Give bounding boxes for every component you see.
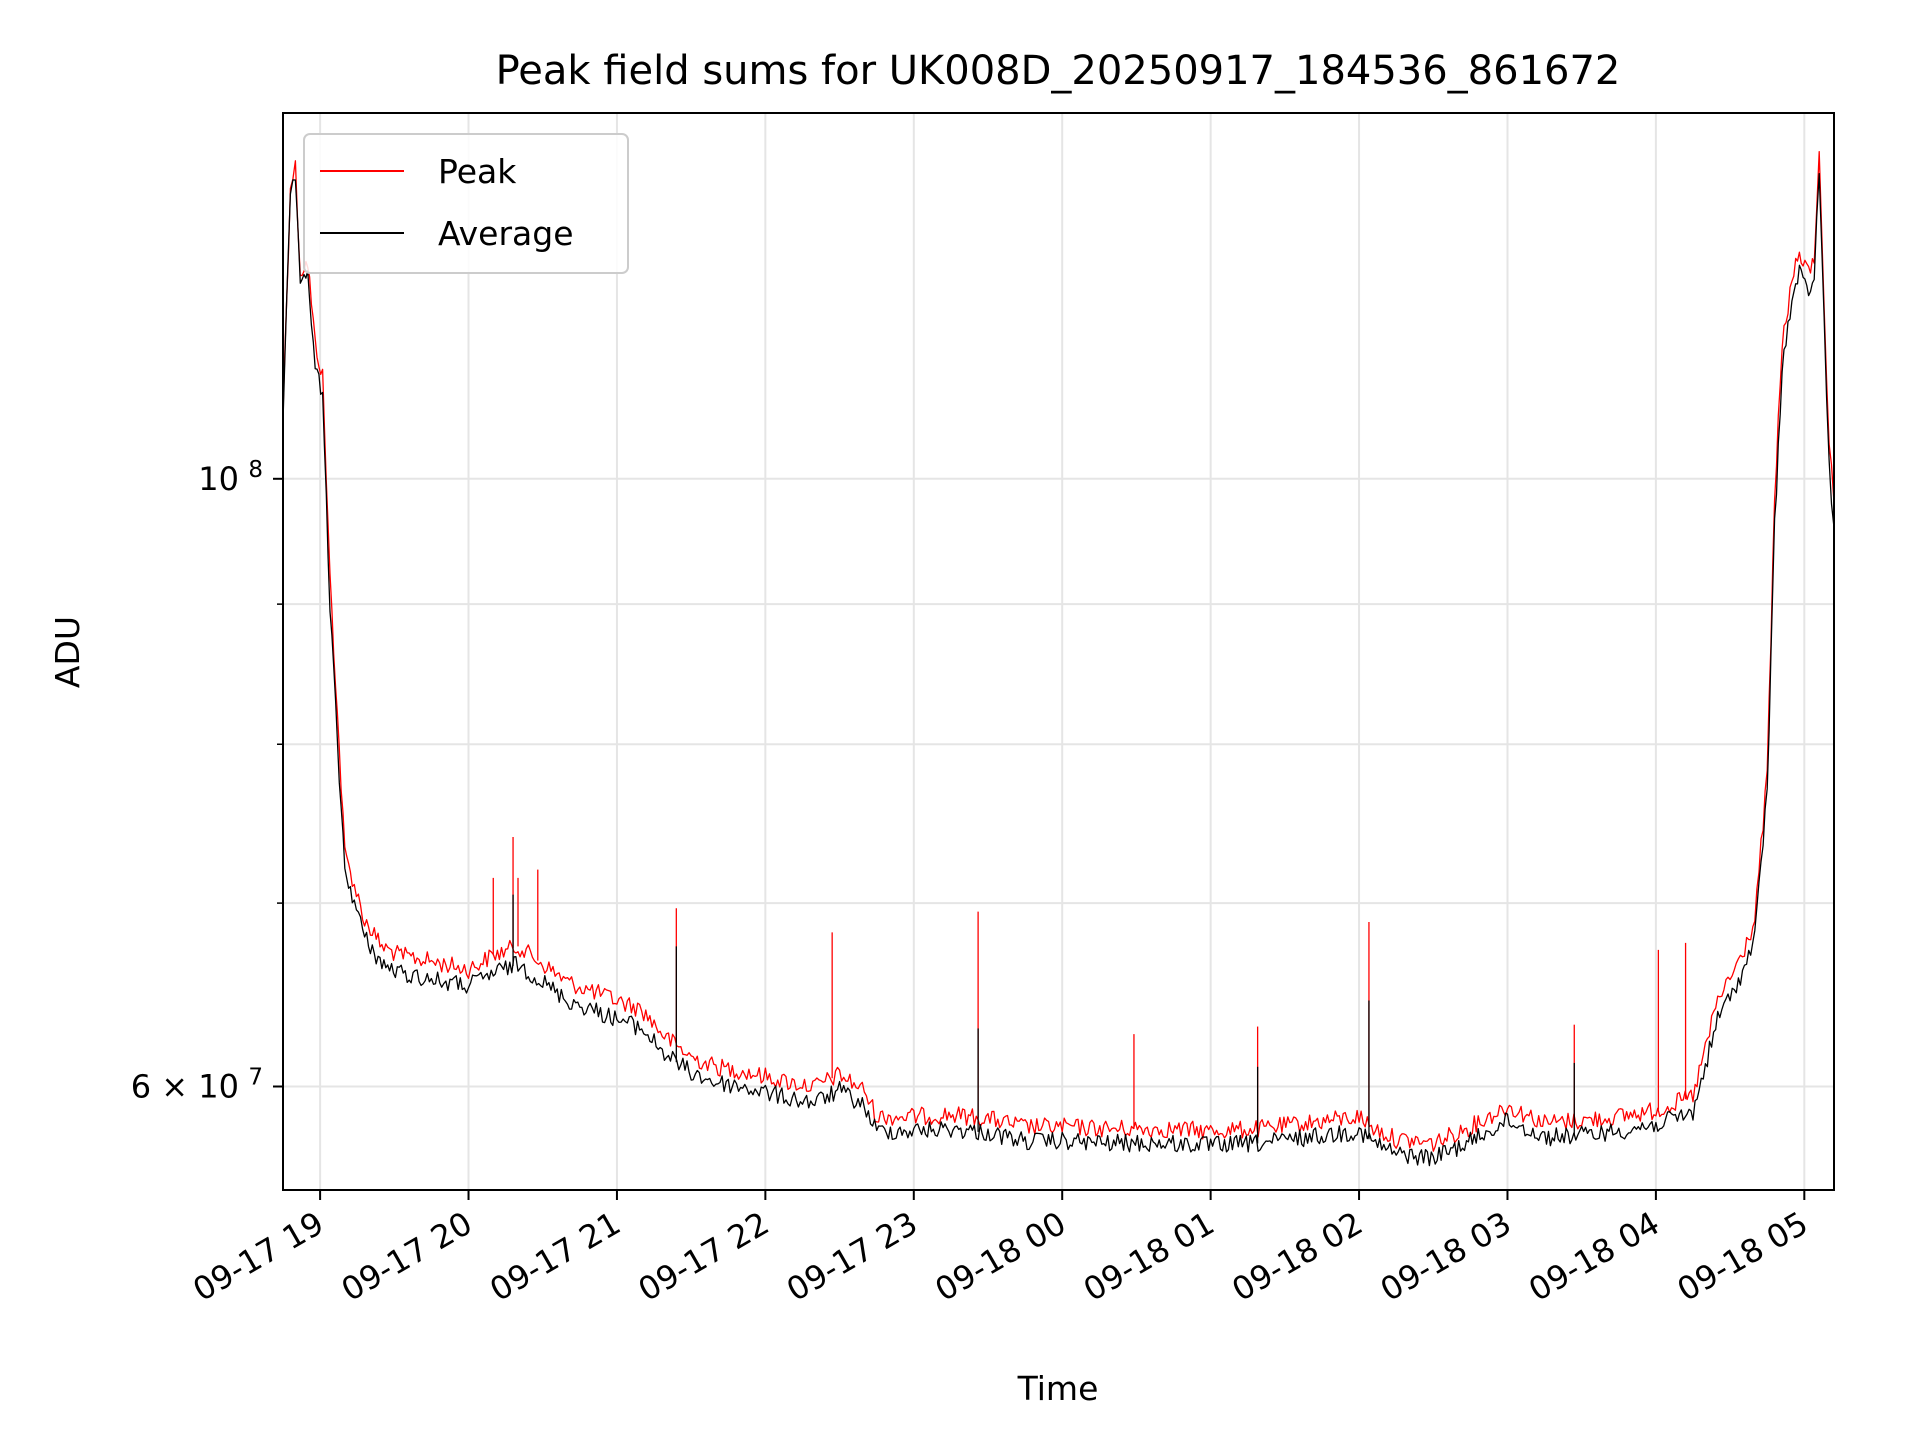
chart-title: Peak field sums for UK008D_20250917_1845… bbox=[496, 48, 1621, 94]
series-line-peak bbox=[282, 150, 1835, 1152]
plot-frame bbox=[282, 112, 1835, 1191]
y-tick-label: 6 × 10 bbox=[131, 1067, 239, 1105]
y-tick-exponent: 7 bbox=[248, 1064, 263, 1090]
legend: Peak Average bbox=[303, 133, 629, 274]
legend-box bbox=[303, 133, 629, 274]
legend-label-peak: Peak bbox=[438, 152, 517, 191]
y-tick-exponent: 8 bbox=[248, 457, 263, 483]
y-axis-label: ADU bbox=[48, 616, 87, 688]
grid bbox=[283, 113, 1834, 1190]
series-line-average bbox=[282, 172, 1835, 1167]
series-layer bbox=[282, 150, 1835, 1167]
y-axis: 10 8 6 × 10 7 bbox=[131, 457, 283, 1105]
y-tick-label: 10 bbox=[198, 460, 239, 498]
x-axis-label: Time bbox=[1017, 1369, 1099, 1408]
series-average bbox=[282, 172, 1835, 1167]
legend-label-average: Average bbox=[438, 214, 574, 253]
